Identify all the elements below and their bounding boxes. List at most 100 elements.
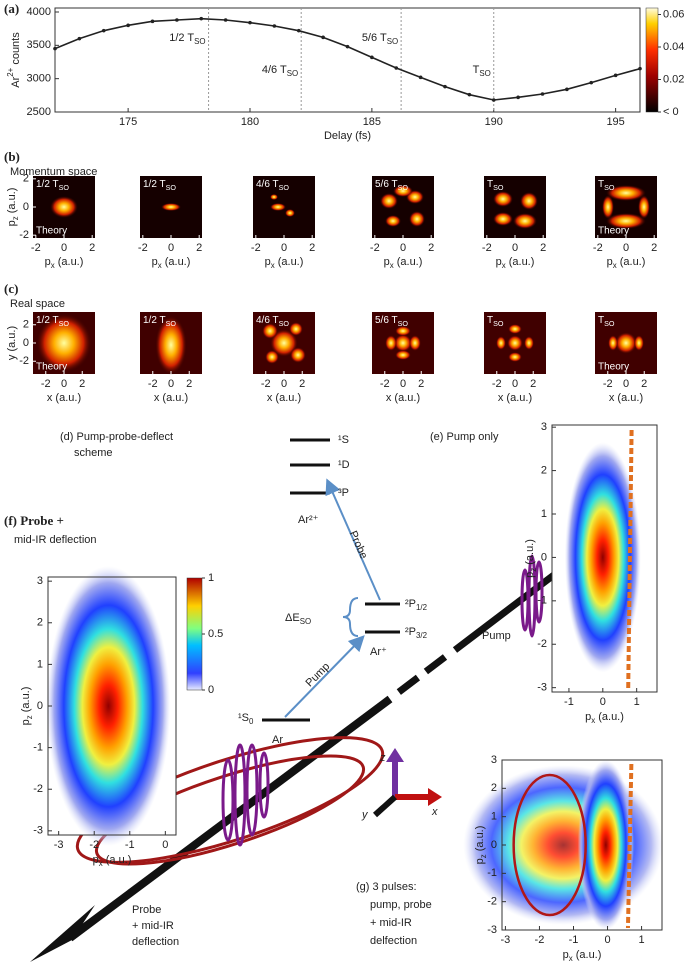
- text-part: (a.u.): [573, 949, 602, 961]
- panel-title: (g) 3 pulses:: [356, 881, 417, 893]
- text-part: p: [384, 256, 390, 268]
- y-axis-label: pz (a.u.): [6, 188, 20, 227]
- text-part: p: [152, 256, 158, 268]
- heatmap-blob: [493, 212, 513, 226]
- beam: [30, 438, 603, 962]
- text-part: p: [496, 256, 502, 268]
- tick-label: -2: [537, 638, 547, 650]
- text-part: 1/2 T: [36, 315, 59, 326]
- data-point: [638, 66, 642, 71]
- tick-label: 0: [208, 684, 214, 696]
- arrow-label: Pump: [304, 661, 333, 690]
- x-axis-label: x (a.u.): [47, 392, 81, 404]
- level-label: ²P3/2: [405, 626, 427, 640]
- marker-label: 4/6 TSO: [262, 64, 298, 78]
- panel-caption: 1/2 TSO: [143, 315, 176, 328]
- text-part: x: [569, 954, 573, 963]
- text-part: SO: [493, 319, 504, 328]
- data-point: [394, 66, 399, 70]
- level-label: ¹S0: [238, 712, 254, 726]
- tick-label: 3500: [27, 39, 51, 51]
- tick-label: 2: [491, 782, 497, 794]
- text-part: Ar: [10, 76, 22, 87]
- arrow-label: Probe: [347, 529, 370, 561]
- text-part: (a.u.): [20, 687, 32, 716]
- heatmap-blob: [161, 203, 181, 211]
- data-point: [150, 19, 155, 24]
- text-part: (a.u.): [595, 711, 624, 723]
- marker-label: TSO: [473, 64, 491, 78]
- text-part: p: [93, 854, 99, 866]
- text-part: 4/6 T: [262, 64, 287, 76]
- data-point: [53, 46, 57, 51]
- level-label: ³P: [338, 487, 349, 499]
- tick-label: 0: [512, 378, 518, 390]
- text-part: p: [6, 220, 18, 226]
- y-axis-label: pz (a.u.): [524, 539, 538, 578]
- heatmap-blob: [50, 196, 78, 218]
- text-part: SO: [493, 183, 504, 192]
- tick-label: 2: [23, 319, 29, 331]
- x-axis-label: px (a.u.): [496, 256, 535, 270]
- heatmap-blob: [602, 195, 614, 219]
- tick-label: -2: [251, 242, 261, 254]
- tick-label: -2: [148, 378, 158, 390]
- data-point: [199, 16, 204, 21]
- data-line: [54, 17, 641, 101]
- tick-label: 3: [491, 754, 497, 766]
- x-axis-label: x (a.u.): [386, 392, 420, 404]
- tick-label: 2: [196, 242, 202, 254]
- heatmap-blob: [395, 326, 411, 336]
- beam-label: deflection: [132, 936, 179, 948]
- panel-title: pump, probe: [370, 899, 432, 911]
- text-part: T: [487, 315, 493, 326]
- row-title: Real space: [10, 298, 65, 310]
- heatmap-blob: [265, 350, 279, 364]
- axis-name: x: [431, 806, 438, 818]
- heatmap-blob: [395, 350, 411, 360]
- heatmap-blob: [270, 329, 298, 357]
- tick-label: 0: [37, 700, 43, 712]
- axis-name: z: [379, 752, 386, 764]
- theory-label: Theory: [598, 226, 629, 237]
- tick-label: -3: [54, 839, 64, 851]
- tick-label: 2: [89, 242, 95, 254]
- panel-caption: 5/6 TSO: [375, 315, 408, 328]
- text-part: x: [51, 261, 55, 270]
- data-point: [175, 18, 179, 22]
- density: [577, 760, 634, 930]
- heatmap-blob: [513, 213, 537, 229]
- tick-label: -1: [564, 696, 574, 708]
- heatmap-blob: [507, 335, 523, 351]
- text-part: SO: [398, 183, 409, 192]
- data-point: [540, 92, 545, 96]
- tick-label: -2: [603, 378, 613, 390]
- tick-label: 3: [37, 575, 43, 587]
- text-part: SO: [604, 319, 615, 328]
- text-part: counts: [10, 32, 22, 68]
- data-point: [296, 28, 301, 33]
- tick-label: 2: [418, 378, 424, 390]
- tick-label: 2: [540, 242, 546, 254]
- heatmap-blob: [608, 335, 618, 351]
- tick-label: -2: [19, 229, 29, 241]
- text-part: p: [474, 858, 486, 864]
- tick-label: 0: [61, 242, 67, 254]
- tick-label: -2: [31, 242, 41, 254]
- text-part: SO: [59, 183, 70, 192]
- panel-caption: 1/2 TSO: [143, 179, 176, 192]
- y-axis-label: pz (a.u.): [20, 687, 34, 726]
- heatmap-blob: [290, 347, 306, 363]
- tick-label: -3: [501, 934, 511, 946]
- tick-label: 1: [37, 658, 43, 670]
- tick-label: -2: [380, 378, 390, 390]
- density: [564, 442, 641, 673]
- tick-label: 1: [541, 508, 547, 520]
- data-point: [248, 20, 252, 25]
- tick-label: -2: [593, 242, 603, 254]
- tick-label: 0: [600, 696, 606, 708]
- tick-label: 2: [309, 242, 315, 254]
- tick-label: 0: [162, 839, 168, 851]
- tick-label: -2: [482, 242, 492, 254]
- heatmap-blob: [508, 324, 522, 334]
